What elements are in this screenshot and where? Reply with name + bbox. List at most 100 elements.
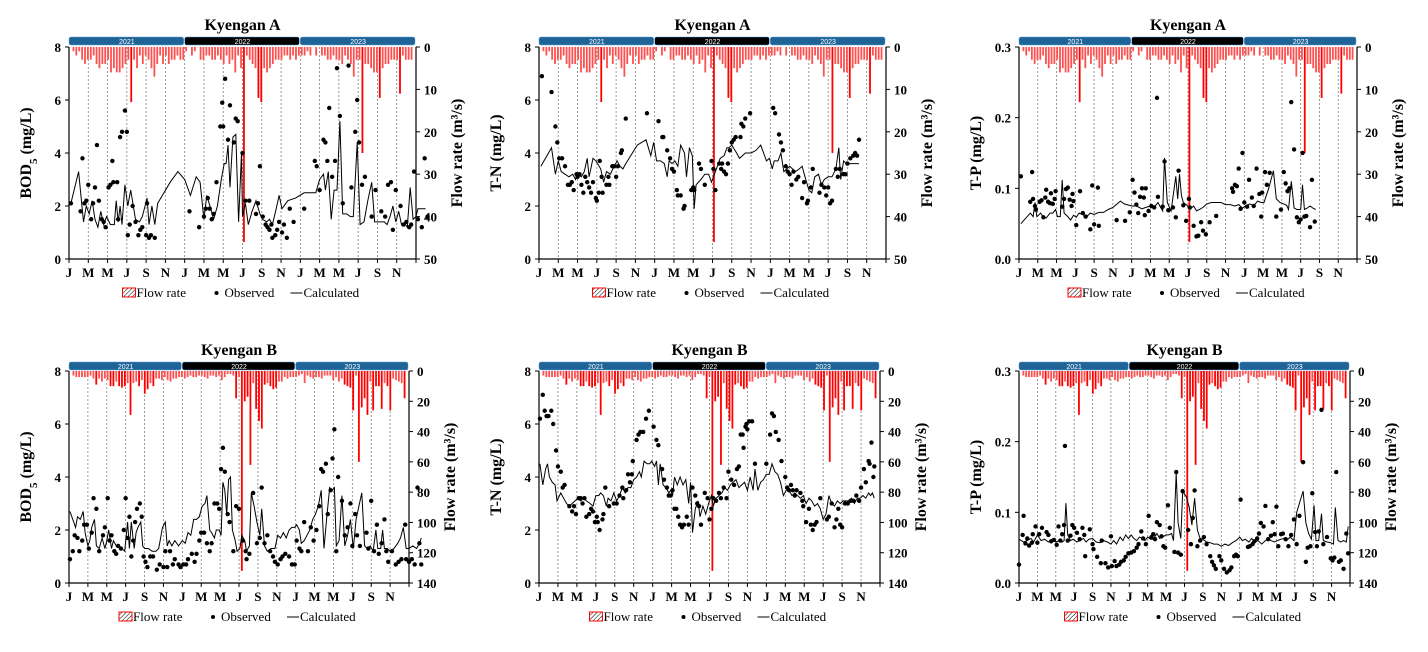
flow-bar	[734, 371, 737, 385]
observed-point	[220, 445, 226, 451]
flow-bar	[199, 47, 202, 60]
observed-point	[835, 174, 841, 180]
flow-bar	[822, 47, 825, 77]
observed-point	[546, 413, 551, 419]
observed-point	[597, 527, 602, 533]
observed-point	[1283, 536, 1288, 542]
flow-bar	[1326, 47, 1329, 64]
observed-point	[1033, 207, 1039, 212]
flow-bar	[1161, 371, 1164, 378]
chart-title: Kyengan B	[671, 342, 747, 359]
observed-point	[709, 506, 714, 511]
flow-bar	[1298, 47, 1301, 60]
y-axis-label: T-N (mg/L)	[488, 114, 505, 191]
flow-bar	[655, 47, 658, 52]
observed-point	[118, 546, 124, 551]
flow-bar	[387, 47, 390, 64]
x-tick-label: J	[593, 589, 600, 604]
observed-point	[578, 496, 583, 501]
flow-bar	[1189, 371, 1191, 402]
observed-point	[114, 179, 120, 185]
observed-point	[623, 488, 629, 493]
observed-point	[1204, 541, 1209, 547]
year-label: 2022	[1180, 39, 1196, 46]
flow-bar	[1133, 371, 1136, 378]
flow-bar	[186, 371, 189, 378]
observed-point	[1183, 218, 1189, 224]
flow-bar	[115, 47, 118, 73]
flow-bar	[1186, 371, 1189, 571]
flow-bar	[1239, 371, 1241, 378]
flow-bar	[602, 371, 605, 384]
observed-point	[1211, 563, 1217, 568]
flow-bar	[1105, 371, 1108, 379]
y-tick-label: 8	[525, 364, 532, 379]
observed-point	[1185, 527, 1191, 533]
observed-point	[1244, 204, 1250, 209]
x-tick-label: J	[706, 589, 713, 604]
flow-bar	[234, 47, 237, 73]
observed-point	[222, 76, 228, 82]
observed-point	[1186, 196, 1192, 202]
flow-bar	[725, 371, 728, 409]
flow-bar	[1270, 47, 1272, 60]
flow-bar	[1258, 371, 1261, 378]
observed-point	[686, 522, 691, 527]
flow-bar	[1149, 47, 1151, 60]
observed-point	[615, 164, 621, 169]
x-tick-label: S	[612, 265, 619, 280]
flow-bar	[594, 47, 597, 64]
x-tick-label: S	[1316, 265, 1323, 280]
flow-bar	[715, 47, 718, 56]
flow-bar	[869, 47, 871, 94]
y2-tick-label: 20	[1365, 125, 1378, 140]
x-tick-label: J	[355, 265, 362, 280]
observed-point	[320, 469, 326, 474]
flow-bar	[1064, 47, 1067, 73]
flow-bar	[360, 371, 363, 408]
flow-bar	[321, 47, 323, 56]
flow-bar	[662, 371, 665, 378]
flow-bar	[551, 371, 553, 378]
observed-point	[89, 530, 94, 535]
flow-bar	[1050, 47, 1053, 64]
flow-bar	[249, 371, 252, 465]
y-axis-label-main: T-N (mg/L)	[488, 438, 505, 515]
flow-bar	[657, 371, 659, 378]
observed-point	[1137, 194, 1143, 200]
flow-bar	[110, 47, 112, 73]
flow-bar	[800, 371, 803, 376]
observed-point	[273, 232, 278, 238]
x-tick-label: J	[1181, 589, 1188, 604]
flow-bar	[1055, 371, 1058, 381]
flow-bar	[707, 47, 710, 56]
x-tick-label: M	[779, 589, 791, 604]
flow-bar	[774, 371, 777, 384]
flow-bar	[777, 371, 780, 376]
x-tick-label: N	[276, 265, 286, 280]
flow-bar	[1244, 371, 1247, 375]
flow-bar	[349, 47, 352, 64]
observed-point	[595, 519, 600, 525]
y2-tick-label: 80	[1358, 485, 1371, 500]
flow-bar	[219, 47, 222, 60]
observed-point	[562, 164, 568, 169]
y2-axis-label: Flow rate (m³/s)	[913, 423, 930, 532]
flow-bar	[72, 371, 75, 376]
flow-bar	[805, 371, 808, 378]
flow-bar	[685, 371, 688, 378]
flow-bar	[646, 47, 649, 56]
flow-bar	[1202, 47, 1205, 98]
flow-bar	[211, 47, 214, 60]
observed-point	[684, 514, 689, 519]
flow-bar	[1264, 47, 1267, 56]
legend-observed-label: Observed	[225, 285, 275, 300]
flow-bar	[1130, 371, 1133, 379]
observed-point	[836, 506, 841, 511]
flow-bar	[791, 371, 794, 379]
x-tick-label: M	[668, 265, 680, 280]
flow-bar	[843, 371, 845, 411]
observed-point	[1256, 531, 1262, 536]
flow-bar	[149, 371, 152, 384]
flow-bar	[554, 47, 556, 64]
